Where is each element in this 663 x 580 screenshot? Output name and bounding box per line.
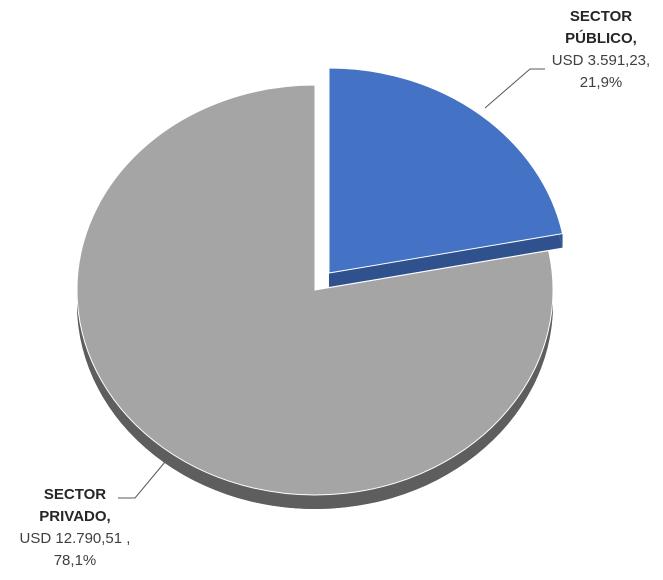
slice-name-line1: SECTOR <box>43 486 107 503</box>
leader-line-sector-publico <box>484 68 545 109</box>
leader-lines-group <box>118 68 545 499</box>
data-label-sector-privado: SECTOR PRIVADO, USD 12.790,51 , 78,1% <box>0 484 150 572</box>
pie-slices-group <box>76 67 564 509</box>
slice-percent-label: 21,9% <box>579 74 623 91</box>
slice-name-line2: PRIVADO, <box>39 508 111 525</box>
slice-value-label: USD 12.790,51 , <box>19 530 131 547</box>
slice-value-label: USD 3.591,23, <box>551 52 651 69</box>
pie-slice-sector-privado <box>76 84 554 496</box>
leader-line-sector-privado <box>118 461 166 499</box>
slice-percent-label: 78,1% <box>53 552 97 569</box>
pie-slice-sector-publico <box>328 67 564 274</box>
slice-name-line1: SECTOR <box>569 8 633 25</box>
data-label-sector-publico: SECTOR PÚBLICO, USD 3.591,23, 21,9% <box>540 6 662 94</box>
slice-name-line2: PÚBLICO, <box>565 30 637 47</box>
